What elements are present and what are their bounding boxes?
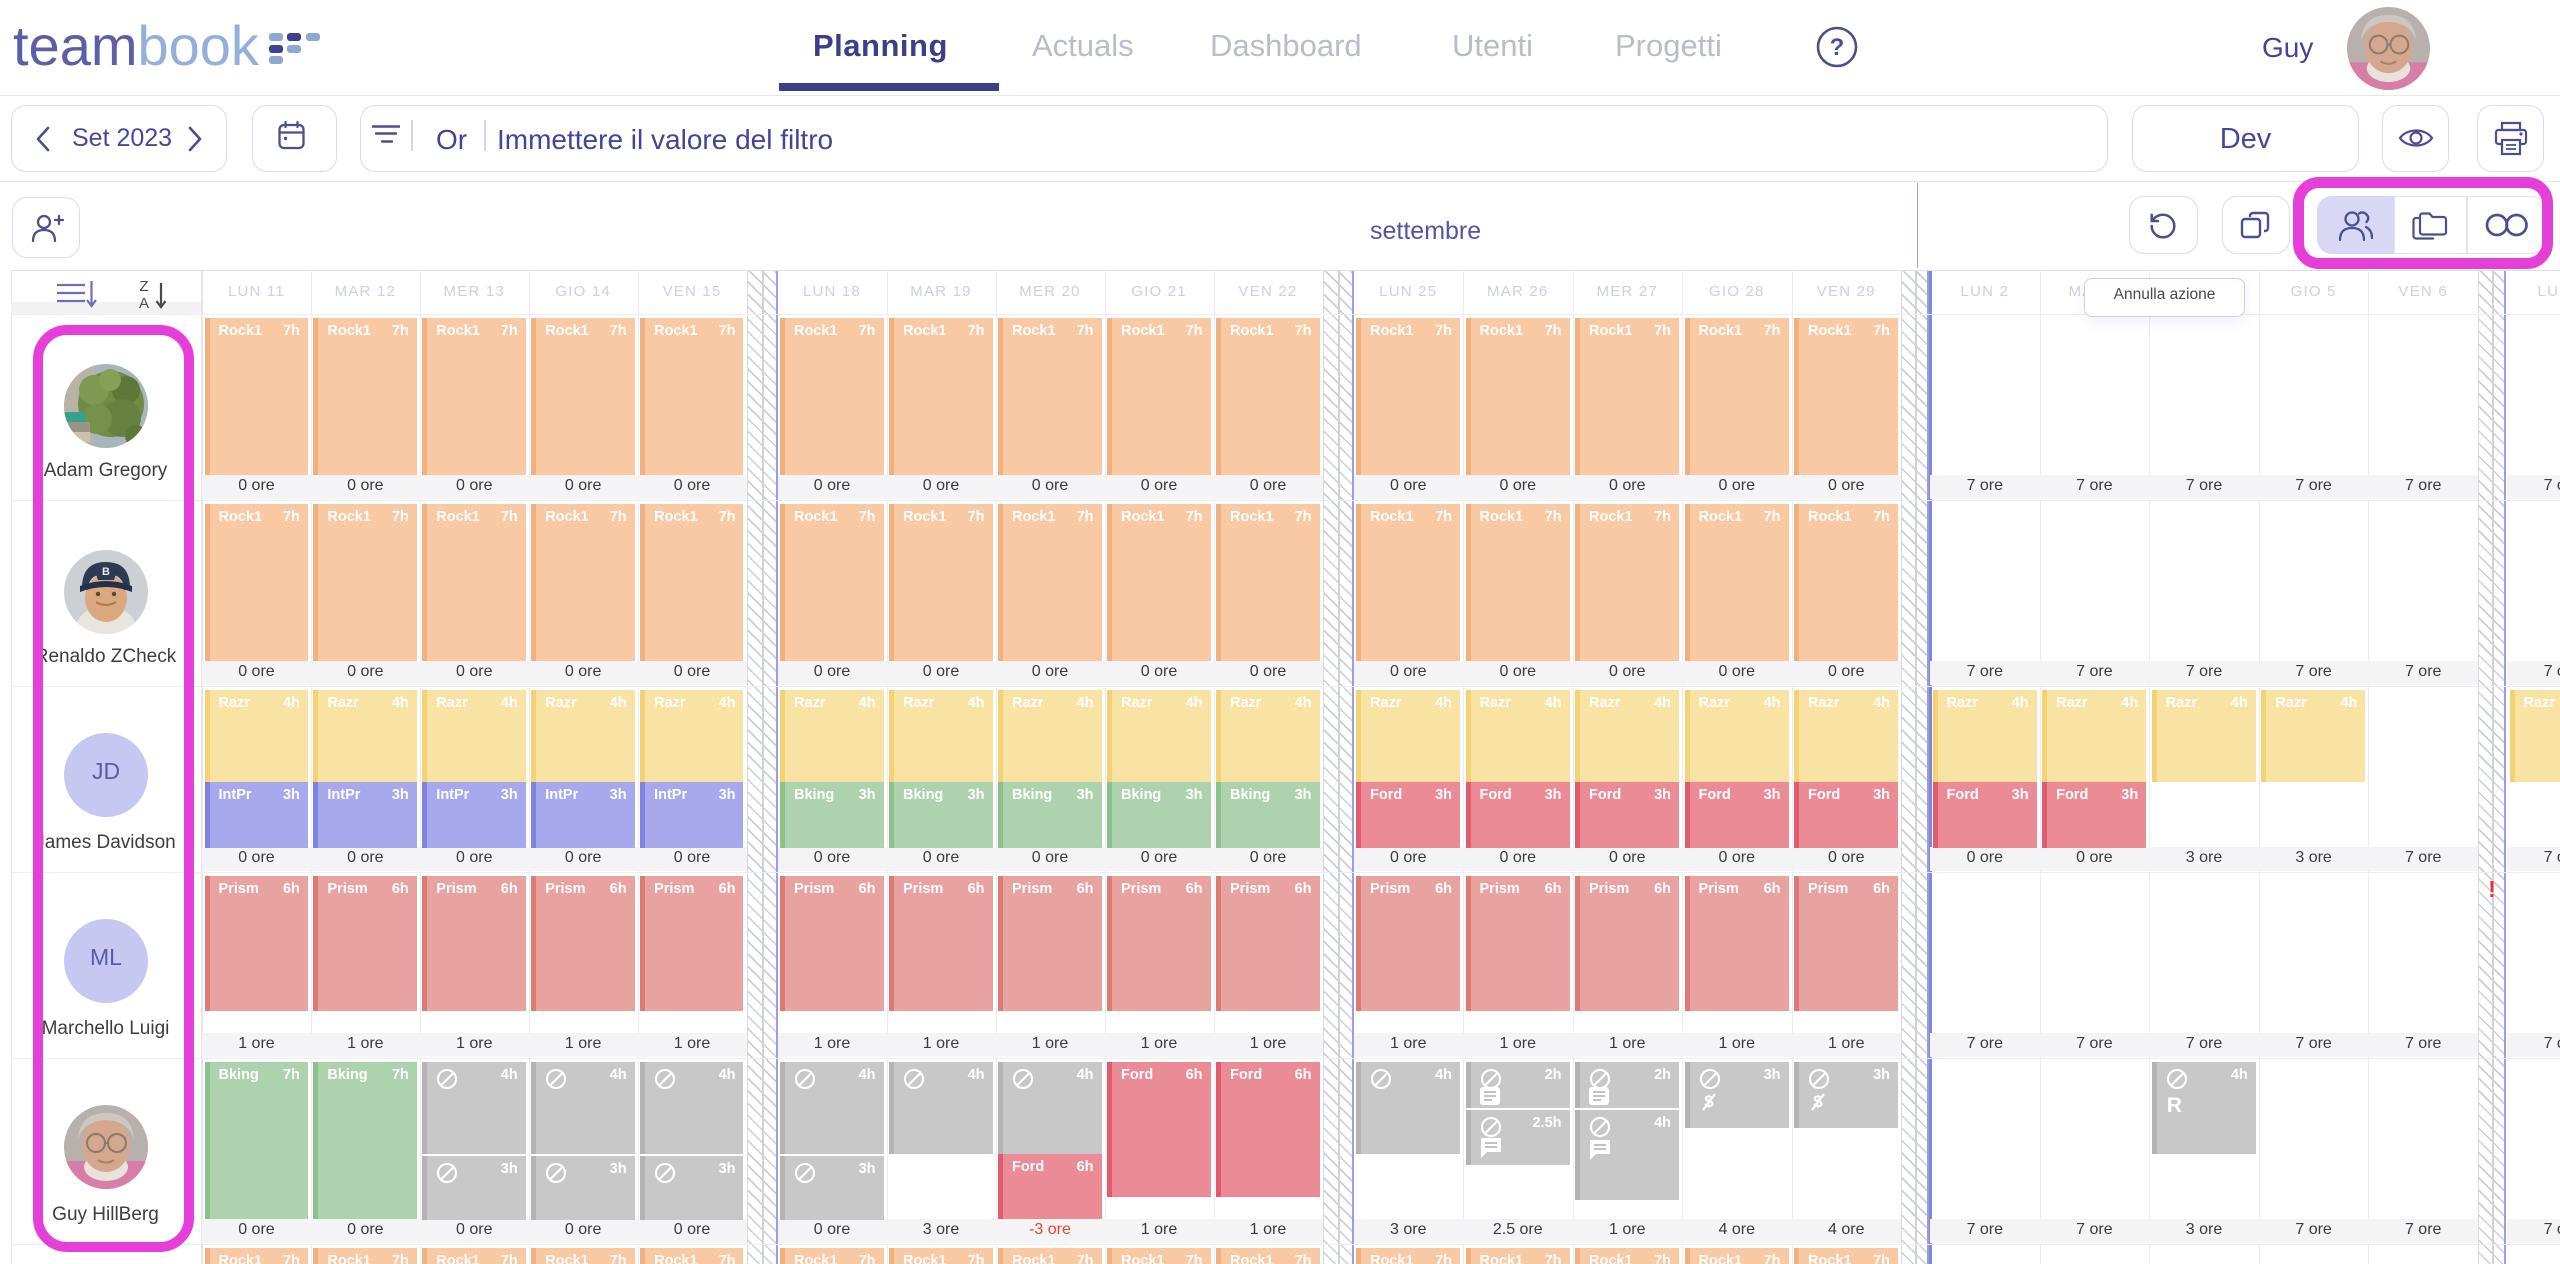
svg-text:B: B [102,566,110,578]
svg-text:Z: Z [139,279,148,295]
svg-text:?: ? [1830,34,1845,61]
svg-text:A: A [139,295,149,311]
